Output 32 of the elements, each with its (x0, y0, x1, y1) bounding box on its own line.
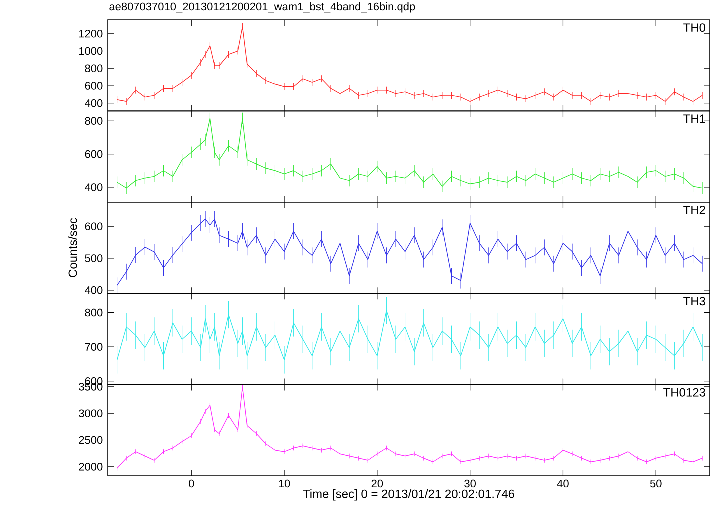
y-tick-label: 3500 (79, 383, 103, 391)
x-tick-label: 30 (464, 480, 476, 488)
y-tick-label: 600 (85, 150, 103, 158)
y-tick-label: 700 (85, 343, 103, 351)
y-tick-label: 600 (85, 82, 103, 90)
y-tick-label: 800 (85, 308, 103, 317)
series-label: TH3 (684, 297, 706, 306)
y-tick-label: 600 (85, 377, 103, 386)
text: TH1 (684, 114, 706, 124)
x-axis-title: Time [sec] 0 = 2013/01/21 20:02:01.746 (303, 490, 514, 501)
y-axis-title: Counts/sec (68, 218, 78, 278)
text: TH0 (684, 24, 706, 32)
x-tick-label: 10 (279, 480, 290, 488)
text: TH2 (684, 206, 706, 214)
y-tick-label: 1200 (80, 30, 103, 38)
y-tick-label: 400 (85, 286, 103, 294)
y-tick-label: 400 (85, 99, 103, 108)
y-tick-label: 500 (85, 254, 103, 262)
y-tick-label: 2000 (79, 463, 103, 471)
y-tick-label: 800 (85, 117, 103, 126)
y-tick-label: 400 (85, 184, 103, 192)
chart-title: ae807037010_20130121200201_wam1_bst_4band_16bin.qdp (110, 2, 416, 13)
text: TH0123 (664, 388, 706, 397)
y-tick-label: 1000 (80, 47, 103, 56)
y-tick-label: 3000 (79, 410, 103, 418)
y-tick-label: 2500 (79, 436, 103, 444)
x-tick-label: 40 (557, 480, 569, 488)
x-tick-label: 50 (650, 480, 662, 488)
x-tick-label: 20 (372, 480, 384, 488)
x-tick-label: 0 (188, 480, 194, 488)
y-tick-label: 600 (85, 222, 103, 231)
y-tick-label: 800 (85, 64, 103, 73)
